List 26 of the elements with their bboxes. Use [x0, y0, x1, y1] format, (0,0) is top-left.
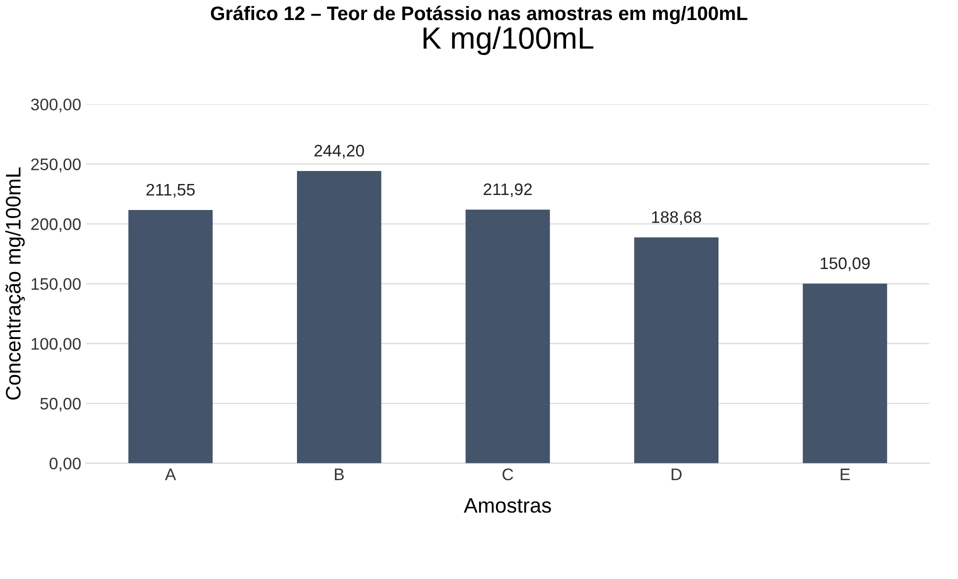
y-tick-label: 100,00 [32, 338, 81, 352]
x-tick-label: C [502, 468, 514, 480]
y-tick-label: 0,00 [50, 458, 81, 472]
data-label: 211,92 [484, 183, 532, 198]
chart-title: Gráfico 12 – Teor de Potássio nas amostras em mg/100mL [210, 6, 748, 24]
x-tick-label: E [840, 468, 850, 480]
bar [466, 210, 550, 464]
bar [634, 237, 718, 464]
y-tick-label: 150,00 [32, 278, 81, 292]
data-label: 211,55 [146, 184, 195, 198]
y-tick-label: 50,00 [40, 398, 81, 412]
x-tick-label: D [672, 468, 682, 480]
bar [128, 210, 213, 464]
data-label: 150,09 [820, 257, 870, 272]
x-tick-label: A [165, 468, 176, 480]
y-tick-label: 250,00 [31, 158, 81, 172]
x-axis-title: Amostras [464, 498, 551, 513]
data-label: 244,20 [314, 144, 364, 159]
data-label: 188,68 [652, 211, 702, 225]
y-axis-title: Concentração mg/100mL [5, 167, 25, 400]
y-tick-label: 200,00 [31, 218, 81, 232]
y-tick-label: 300,00 [31, 98, 81, 112]
bar [802, 284, 888, 464]
x-tick-label: B [334, 468, 344, 480]
bar [296, 170, 382, 464]
chart-subtitle: K mg/100mL [424, 26, 594, 56]
